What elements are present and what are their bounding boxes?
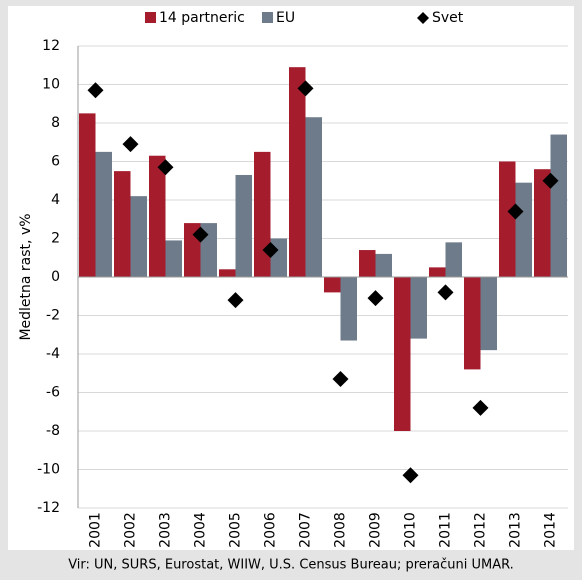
bar — [394, 277, 411, 431]
bar — [130, 196, 147, 277]
x-tick-label: 2010 — [403, 512, 419, 548]
marker — [332, 371, 349, 388]
bar — [79, 113, 96, 277]
bar — [235, 174, 252, 277]
x-tick-label: 2005 — [228, 512, 244, 548]
bar — [254, 151, 271, 277]
legend-label: Svet — [432, 10, 464, 26]
x-tick-label: 2002 — [123, 512, 139, 548]
y-tick-label: 10 — [42, 77, 60, 93]
bar — [165, 240, 182, 277]
y-axis-title: Medletna rast, v% — [18, 213, 34, 340]
legend-label: EU — [276, 10, 295, 26]
y-tick-label: 8 — [51, 115, 60, 131]
marker — [472, 399, 489, 416]
bar — [429, 267, 446, 277]
marker — [542, 172, 559, 189]
x-tick-label: 2013 — [508, 512, 524, 548]
y-tick-label: -12 — [37, 500, 60, 516]
y-tick-label: -6 — [46, 385, 60, 401]
bar — [219, 269, 236, 277]
bar — [410, 277, 427, 339]
y-tick-label: -10 — [37, 462, 60, 478]
bar — [114, 171, 131, 277]
y-tick-label: 6 — [51, 154, 60, 170]
bar — [464, 277, 481, 370]
bar — [515, 182, 532, 277]
bar — [270, 238, 287, 277]
bar — [95, 151, 112, 277]
bar — [499, 161, 516, 277]
bar — [340, 277, 357, 341]
y-tick-label: 2 — [51, 231, 60, 247]
marker — [122, 136, 139, 153]
bar — [359, 250, 376, 277]
x-tick-label: 2007 — [298, 512, 314, 548]
legend-swatch — [145, 12, 156, 23]
source-note: Vir: UN, SURS, Eurostat, WIIW, U.S. Cens… — [68, 558, 514, 573]
x-tick-label: 2003 — [158, 512, 174, 548]
bar — [480, 277, 497, 351]
marker — [367, 290, 384, 307]
marker — [297, 80, 314, 97]
bar — [324, 277, 341, 293]
legend-label: 14 partneric — [159, 10, 245, 26]
bar — [149, 155, 166, 277]
x-tick-label: 2008 — [333, 512, 349, 548]
legend-swatch — [262, 12, 273, 23]
marker — [402, 467, 419, 484]
x-tick-label: 2001 — [88, 512, 104, 548]
bar — [375, 253, 392, 277]
marker — [87, 82, 104, 99]
marker — [192, 226, 209, 243]
x-tick-label: 2009 — [368, 512, 384, 548]
y-tick-label: -2 — [46, 308, 60, 324]
y-tick-label: -4 — [46, 346, 60, 362]
marker — [227, 292, 244, 309]
bar — [305, 117, 322, 277]
legend-swatch — [417, 12, 429, 24]
bar — [550, 134, 567, 277]
x-tick-label: 2004 — [193, 512, 209, 548]
bar — [289, 67, 306, 277]
x-tick-label: 2014 — [543, 512, 559, 548]
y-tick-label: 0 — [51, 269, 60, 285]
bar — [534, 169, 551, 277]
y-tick-label: -8 — [46, 423, 60, 439]
x-tick-label: 2011 — [438, 512, 454, 548]
marker — [262, 242, 279, 259]
x-tick-label: 2012 — [473, 512, 489, 548]
y-tick-label: 4 — [51, 192, 60, 208]
marker — [507, 203, 524, 220]
x-tick-label: 2006 — [263, 512, 279, 548]
bar — [445, 242, 462, 277]
marker — [437, 284, 454, 301]
y-tick-label: 12 — [42, 38, 60, 54]
marker — [157, 159, 174, 176]
